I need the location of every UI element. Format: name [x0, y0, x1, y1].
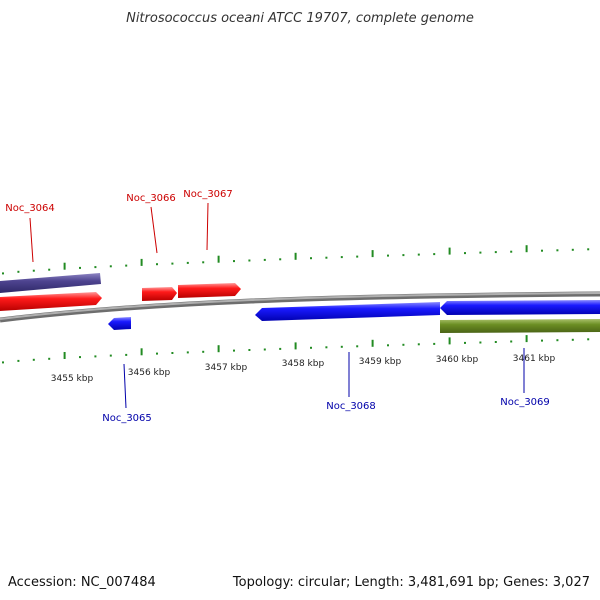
tick-row-top [2, 245, 590, 275]
gene-noc-3067[interactable] [178, 283, 241, 298]
feature-bar-forward [0, 273, 101, 293]
kbp-label: 3457 kbp [205, 363, 248, 373]
feature-bar-reverse [440, 319, 600, 333]
gene-noc-3064[interactable] [0, 292, 102, 311]
gene-noc-3069[interactable] [440, 300, 600, 315]
accession-text: Accession: NC_007484 [8, 575, 156, 590]
leader-line-noc-3066 [150, 206, 158, 254]
gene-label-noc-3065[interactable]: Noc_3065 [102, 413, 152, 424]
kbp-label: 3461 kbp [513, 354, 556, 364]
map-title: Nitrosococcus oceani ATCC 19707, complet… [126, 11, 474, 26]
kbp-label: 3455 kbp [51, 374, 94, 384]
kbp-label: 3456 kbp [128, 368, 171, 378]
gene-noc-3068[interactable] [255, 302, 440, 321]
leader-line-noc-3064 [29, 217, 34, 263]
gene-label-noc-3068[interactable]: Noc_3068 [326, 401, 376, 412]
gene-noc-3065[interactable] [108, 317, 131, 330]
gene-label-noc-3069[interactable]: Noc_3069 [500, 397, 550, 408]
gene-label-noc-3066[interactable]: Noc_3066 [126, 193, 176, 204]
tick-row-bottom [2, 335, 590, 364]
kbp-label: 3460 kbp [436, 355, 479, 365]
kbp-label: 3459 kbp [359, 357, 402, 367]
leader-line-noc-3067 [206, 202, 209, 251]
leader-line-noc-3065 [123, 363, 127, 409]
topology-text: Topology: circular; Length: 3,481,691 bp… [232, 575, 590, 590]
gene-label-noc-3064[interactable]: Noc_3064 [5, 203, 55, 214]
gene-noc-3066[interactable] [142, 287, 177, 301]
gene-label-noc-3067[interactable]: Noc_3067 [183, 189, 233, 200]
kbp-label: 3458 kbp [282, 359, 325, 369]
